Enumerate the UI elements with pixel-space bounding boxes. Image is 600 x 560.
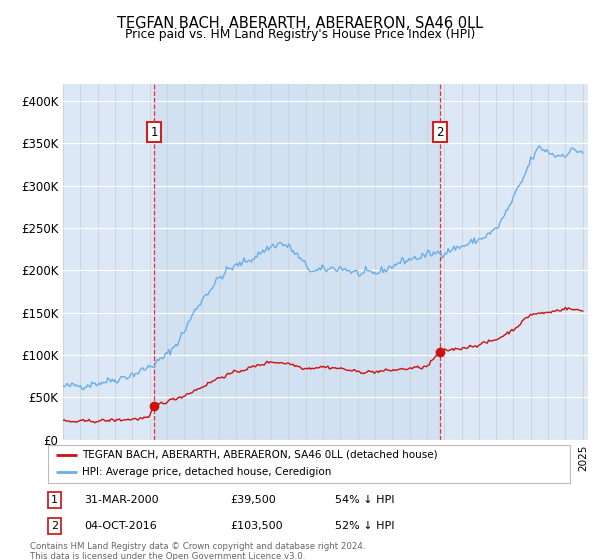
Text: HPI: Average price, detached house, Ceredigion: HPI: Average price, detached house, Cere… bbox=[82, 468, 331, 478]
Text: 1: 1 bbox=[150, 125, 158, 138]
Text: 54% ↓ HPI: 54% ↓ HPI bbox=[335, 495, 395, 505]
Text: 31-MAR-2000: 31-MAR-2000 bbox=[85, 495, 159, 505]
Bar bbox=[154, 84, 440, 440]
Text: 2: 2 bbox=[51, 521, 58, 531]
Text: TEGFAN BACH, ABERARTH, ABERAERON, SA46 0LL: TEGFAN BACH, ABERARTH, ABERAERON, SA46 0… bbox=[117, 16, 483, 31]
Text: Contains HM Land Registry data © Crown copyright and database right 2024.
This d: Contains HM Land Registry data © Crown c… bbox=[30, 542, 365, 560]
Text: 2: 2 bbox=[436, 125, 443, 138]
Text: Price paid vs. HM Land Registry's House Price Index (HPI): Price paid vs. HM Land Registry's House … bbox=[125, 28, 475, 41]
Text: 1: 1 bbox=[51, 495, 58, 505]
Text: £39,500: £39,500 bbox=[230, 495, 277, 505]
Text: £103,500: £103,500 bbox=[230, 521, 283, 531]
Text: TEGFAN BACH, ABERARTH, ABERAERON, SA46 0LL (detached house): TEGFAN BACH, ABERARTH, ABERAERON, SA46 0… bbox=[82, 450, 437, 460]
Text: 04-OCT-2016: 04-OCT-2016 bbox=[85, 521, 157, 531]
Text: 52% ↓ HPI: 52% ↓ HPI bbox=[335, 521, 395, 531]
